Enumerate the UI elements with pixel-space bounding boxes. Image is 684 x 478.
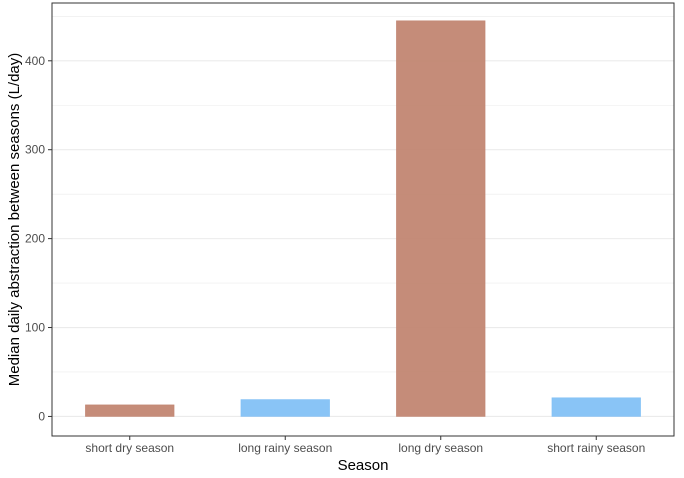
x-axis-title: Season [338, 457, 389, 474]
bar-short-dry-season [85, 404, 175, 417]
x-tick-label: short dry season [85, 441, 174, 455]
y-tick-label: 400 [25, 54, 45, 68]
y-axis-title: Median daily abstraction between seasons… [6, 53, 23, 387]
x-tick-label: short rainy season [547, 441, 645, 455]
plot-panel-border [51, 2, 675, 437]
x-tick-label: long dry season [398, 441, 483, 455]
bar-long-rainy-season [240, 399, 330, 417]
y-tick-label: 300 [25, 143, 45, 157]
bar-long-dry-season [396, 20, 486, 417]
y-tick-label: 0 [38, 409, 45, 423]
axes: 0 100 200 300 400 short dry season long rainy … [25, 54, 645, 455]
bars [85, 20, 641, 417]
y-tick-label: 100 [25, 321, 45, 335]
x-tick-label: long rainy season [238, 441, 332, 455]
y-tick-label: 200 [25, 232, 45, 246]
gridlines [52, 16, 674, 417]
bar-short-rainy-season [551, 397, 641, 417]
